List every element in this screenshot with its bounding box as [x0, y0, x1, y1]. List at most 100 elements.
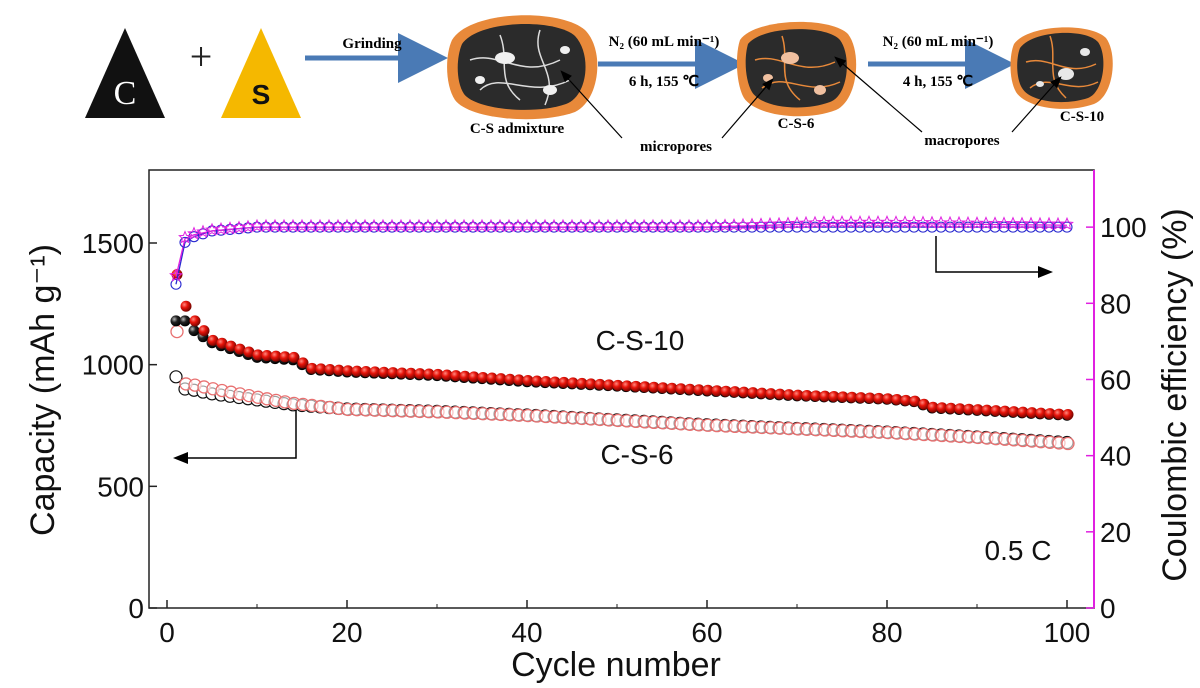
cs6-efficiency-point	[1025, 221, 1037, 233]
cs10-discharge-point	[288, 351, 300, 363]
cs6-efficiency-point	[593, 221, 605, 233]
cs6-efficiency-point	[917, 221, 929, 233]
cs6-efficiency-point	[881, 221, 893, 233]
cs10-discharge-point	[369, 366, 381, 378]
x-tick-label: 20	[331, 617, 362, 648]
x-axis-title: Cycle number	[511, 646, 721, 684]
cs6-efficiency-point	[269, 221, 281, 233]
cs10-discharge-point	[945, 402, 957, 414]
y-left-tick-label: 0	[128, 593, 144, 624]
cs6-efficiency-point	[737, 221, 749, 233]
cs10-charge-point	[188, 325, 200, 337]
cs10-discharge-point	[432, 368, 444, 380]
cs10-discharge-point	[747, 387, 759, 399]
y-left-tick-label: 500	[97, 471, 144, 502]
particle-cs-6	[736, 21, 857, 117]
cs6-efficiency-point	[557, 221, 569, 233]
cs10-discharge-point	[1053, 408, 1065, 420]
cs10-discharge-point	[531, 375, 543, 387]
cs6-efficiency-point	[908, 221, 920, 233]
cs10-discharge-point	[378, 366, 390, 378]
y-axis-left-title: Capacity (mAh g⁻¹)	[24, 244, 62, 536]
cs6-efficiency-point	[359, 221, 371, 233]
cs10-discharge-point	[729, 386, 741, 398]
cs10-discharge-point	[549, 376, 561, 388]
right-axis-indicator-arrow	[935, 236, 1053, 278]
cs10-discharge-point	[648, 381, 660, 393]
cs10-efficiency-line	[175, 222, 1068, 277]
cs6-discharge-point	[170, 324, 184, 339]
cs6-efficiency-point	[692, 221, 704, 233]
cs10-discharge-point	[693, 384, 705, 396]
cs10-discharge-point	[936, 402, 948, 414]
cs10-discharge-point	[405, 367, 417, 379]
cs10-charge-point	[170, 315, 182, 327]
cs6-efficiency-point	[890, 221, 902, 233]
cs6-efficiency-point	[449, 221, 461, 233]
x-tick-label: 40	[511, 617, 542, 648]
y-right-tick-label: 40	[1100, 441, 1131, 472]
cs6-efficiency-point	[1052, 221, 1064, 233]
cs10-discharge-point	[360, 365, 372, 377]
sulfur-triangle	[221, 28, 301, 118]
cs10-discharge-point	[837, 391, 849, 403]
macropores-pointer-1	[834, 56, 923, 133]
cs6-efficiency-point	[341, 221, 353, 233]
cs10-discharge-point	[342, 365, 354, 377]
cs6-efficiency-point	[755, 221, 767, 233]
cs6-efficiency-point	[314, 221, 326, 233]
cs6-efficiency-point	[260, 221, 272, 233]
cs6-efficiency-point	[935, 221, 947, 233]
cs6-discharge-point	[1061, 436, 1075, 451]
cs10-discharge-point	[603, 379, 615, 391]
cs10-discharge-point	[504, 373, 516, 385]
cs6-efficiency-point	[278, 221, 290, 233]
y-right-tick-label: 20	[1100, 517, 1131, 548]
step3-line1: N₂ (60 mL min⁻¹)	[883, 34, 994, 50]
cs10-discharge-point	[270, 350, 282, 362]
cs6-efficiency-point	[773, 221, 785, 233]
cs6-charge-point	[169, 370, 183, 384]
cs10-discharge-point	[927, 401, 939, 413]
cs6-efficiency-point	[611, 221, 623, 233]
cs6-efficiency-point	[872, 221, 884, 233]
cs10-discharge-point	[657, 382, 669, 394]
step2-line2: 6 h, 155 ℃	[629, 74, 699, 90]
step3-line2: 4 h, 155 ℃	[903, 74, 973, 90]
cs6-efficiency-point	[638, 221, 650, 233]
cs10-discharge-point	[909, 395, 921, 407]
cs6-efficiency-point	[971, 221, 983, 233]
cs6-efficiency-point	[1034, 221, 1046, 233]
cs6-efficiency-point	[287, 221, 299, 233]
particle1-label: C-S admixture	[470, 121, 565, 137]
cs6-efficiency-point	[494, 221, 506, 233]
cs6-efficiency-point	[422, 221, 434, 233]
cs6-efficiency-point	[584, 221, 596, 233]
cs6-efficiency-point	[539, 221, 551, 233]
cs10-discharge-point	[297, 357, 309, 369]
cs6-efficiency-point	[818, 221, 830, 233]
cs6-efficiency-point	[674, 221, 686, 233]
x-tick-label: 80	[871, 617, 902, 648]
cs6-efficiency-point	[1043, 221, 1055, 233]
cs6-efficiency-point	[323, 221, 335, 233]
cs10-discharge-point	[990, 405, 1002, 417]
plus-sign: +	[190, 34, 213, 79]
carbon-letter: C	[114, 75, 137, 112]
cs10-discharge-point	[585, 378, 597, 390]
cs6-efficiency-point	[530, 221, 542, 233]
cs6-efficiency-point	[440, 221, 452, 233]
cs10-discharge-point	[1062, 409, 1074, 421]
cs6-efficiency-point	[998, 221, 1010, 233]
cs6-efficiency-point	[575, 221, 587, 233]
cs10-discharge-point	[387, 367, 399, 379]
cs10-discharge-point	[216, 337, 228, 349]
cs10-efficiency-point	[196, 224, 210, 238]
cs6-efficiency-point	[701, 221, 713, 233]
cs6-efficiency-point	[989, 221, 1001, 233]
cs10-discharge-point	[864, 392, 876, 404]
cs6-efficiency-point	[944, 221, 956, 233]
cs10-discharge-point	[630, 380, 642, 392]
cs6-efficiency-point	[458, 221, 470, 233]
